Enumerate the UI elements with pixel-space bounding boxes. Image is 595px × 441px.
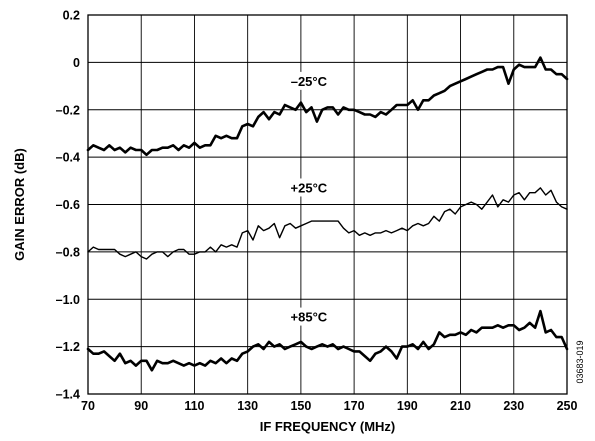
x-tick-label: 90: [134, 399, 148, 413]
series-line: [86, 56, 569, 157]
series-layer: [86, 56, 569, 372]
series-label: +25°C: [291, 180, 328, 195]
y-tick-label: –1.4: [56, 388, 80, 402]
y-tick-label: –0.4: [56, 151, 80, 165]
series-line: [86, 309, 569, 372]
x-tick-label: 250: [557, 399, 578, 413]
series-label: –25°C: [291, 74, 328, 89]
series-label-backdrop: [281, 178, 336, 197]
x-axis-title: IF FREQUENCY (MHz): [260, 419, 396, 434]
y-tick-label: –0.8: [56, 245, 80, 259]
plot-frame: [87, 14, 568, 395]
x-tick-label: 130: [237, 399, 258, 413]
x-tick-label: 110: [184, 399, 204, 413]
y-tick-label: –0.2: [56, 103, 80, 117]
x-tick-label: 170: [344, 399, 365, 413]
series-label: +85°C: [291, 310, 328, 325]
grid-lines: [87, 14, 568, 395]
x-tick-label: 210: [450, 399, 471, 413]
x-tick-label: 70: [81, 399, 95, 413]
series-label-layer: –25°C +25°C +85°C: [281, 71, 336, 326]
series-label-backdrop: [281, 71, 336, 90]
y-tick-labels: 0.2 0 –0.2 –0.4 –0.6 –0.8 –1.0 –1.2 –1.4: [56, 9, 80, 402]
series-label-backdrop: [281, 307, 336, 326]
y-tick-label: –1.2: [56, 340, 80, 354]
x-tick-label: 190: [397, 399, 418, 413]
y-tick-label: –1.0: [56, 293, 80, 307]
series-line: [87, 187, 568, 260]
y-tick-label: 0.2: [63, 9, 80, 23]
y-tick-label: –0.6: [56, 198, 80, 212]
y-axis-title: GAIN ERROR (dB): [12, 148, 27, 261]
x-tick-label: 230: [503, 399, 524, 413]
y-tick-label: 0: [73, 56, 80, 70]
x-tick-label: 150: [290, 399, 311, 413]
x-tick-labels: 70 90 110 130 150 170 190 210 230 250: [81, 399, 577, 413]
figure-id: 03683-019: [575, 340, 585, 383]
